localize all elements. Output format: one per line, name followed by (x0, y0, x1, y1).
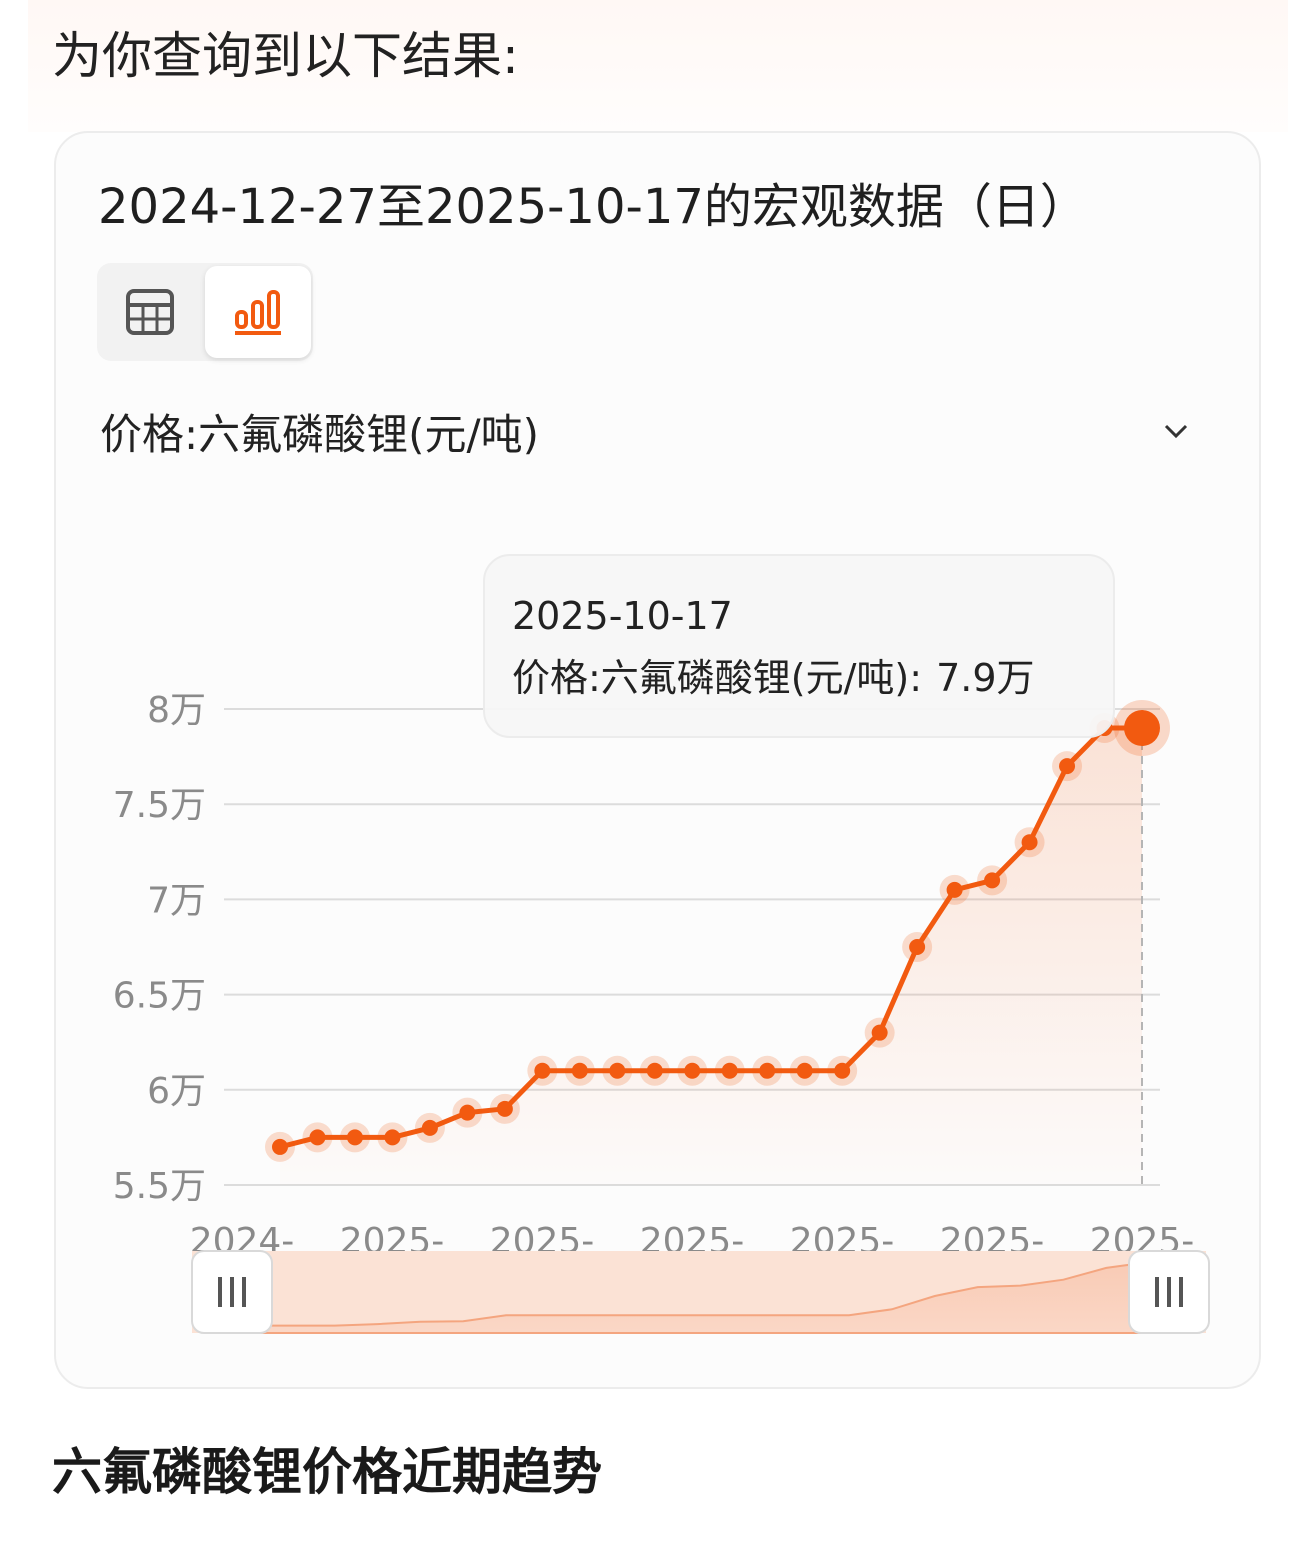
data-point[interactable] (984, 872, 1001, 889)
metric-select-value: 价格:六氟磷酸锂(元/吨) (100, 410, 540, 459)
card-title: 2024-12-27至2025-10-17的宏观数据（日） (98, 179, 1088, 235)
chart-view-button[interactable] (205, 266, 311, 358)
data-point[interactable] (646, 1062, 663, 1079)
data-point[interactable] (384, 1129, 401, 1146)
y-tick-label: 6.5万 (113, 976, 206, 1017)
slider-handle-end[interactable] (1128, 1250, 1210, 1334)
y-axis: 5.5万 6万 6.5万 7万 7.5万 8万 (113, 690, 206, 1207)
data-point[interactable] (459, 1104, 476, 1121)
data-point[interactable] (759, 1062, 776, 1079)
data-point[interactable] (421, 1119, 438, 1136)
data-point[interactable] (909, 939, 926, 955)
section-heading: 六氟磷酸锂价格近期趋势 (52, 1443, 602, 1501)
tooltip-label: 价格:六氟磷酸锂(元/吨) (512, 656, 909, 700)
data-point[interactable] (946, 881, 963, 898)
y-tick-label: 7万 (147, 880, 206, 921)
data-point[interactable] (534, 1062, 551, 1079)
tooltip-date: 2025-10-17 (512, 594, 733, 638)
y-tick-label: 6万 (147, 1071, 206, 1112)
result-card: 2024-12-27至2025-10-17的宏观数据（日） 价格:六氟磷酸锂(元… (54, 131, 1261, 1389)
data-point[interactable] (684, 1062, 701, 1079)
data-point[interactable] (309, 1129, 326, 1146)
series-area (280, 728, 1142, 1185)
chevron-down-icon[interactable] (1162, 421, 1190, 441)
y-tick-label: 5.5万 (113, 1166, 206, 1207)
metric-select[interactable]: 价格:六氟磷酸锂(元/吨) (100, 403, 1200, 467)
data-point-active[interactable] (1124, 710, 1160, 747)
data-point[interactable] (1059, 758, 1076, 775)
data-point[interactable] (496, 1100, 513, 1117)
tooltip-value: 7.9万 (936, 656, 1034, 700)
data-point[interactable] (721, 1062, 738, 1079)
bar-chart-icon (235, 290, 281, 335)
range-slider[interactable] (191, 1250, 1210, 1334)
table-view-button[interactable] (97, 266, 203, 358)
intro-band (28, 0, 1288, 132)
data-point[interactable] (796, 1062, 813, 1079)
data-point[interactable] (1021, 834, 1038, 851)
data-point[interactable] (571, 1062, 588, 1079)
data-point[interactable] (272, 1138, 288, 1155)
slider-handle-start[interactable] (191, 1250, 273, 1334)
tooltip-separator: : (909, 656, 922, 700)
y-tick-label: 7.5万 (113, 785, 206, 826)
data-point[interactable] (834, 1062, 851, 1079)
y-tick-label: 8万 (147, 690, 206, 731)
intro-text: 为你查询到以下结果: (52, 27, 519, 85)
data-point[interactable] (609, 1062, 626, 1079)
table-icon (126, 289, 174, 335)
tooltip-line: 价格:六氟磷酸锂(元/吨): 7.9万 (512, 656, 1035, 700)
data-point[interactable] (871, 1024, 888, 1041)
view-toggle (97, 263, 313, 361)
tooltip: 2025-10-17 价格:六氟磷酸锂(元/吨): 7.9万 (483, 554, 1115, 738)
data-point[interactable] (346, 1129, 363, 1146)
